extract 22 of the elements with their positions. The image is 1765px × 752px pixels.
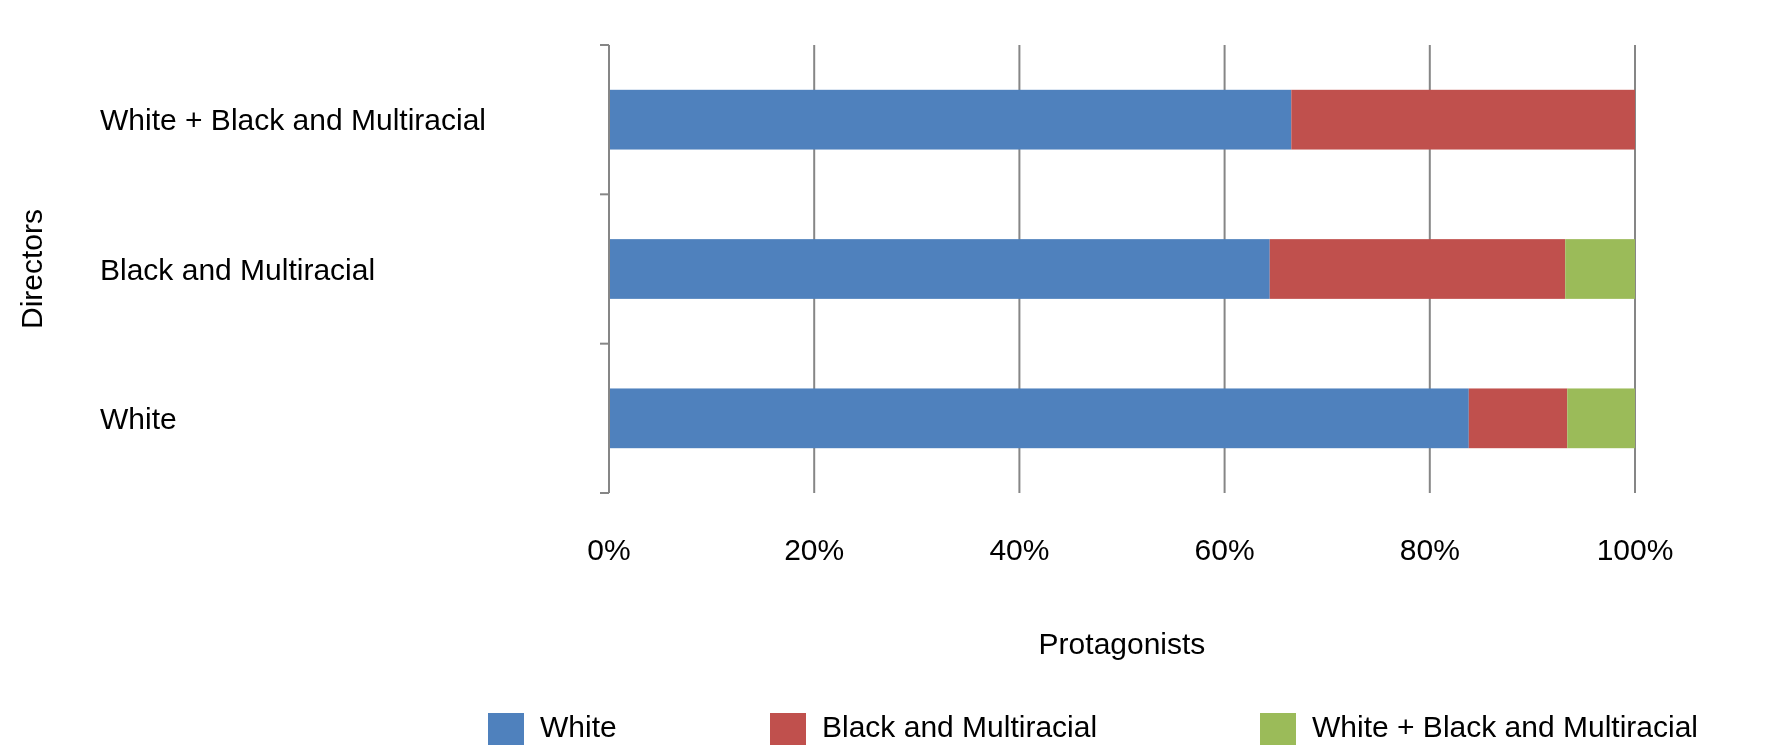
legend-label: White + Black and Multiracial [1312, 710, 1698, 743]
legend-label: White [540, 710, 617, 743]
y-tick-label: Black and Multiracial [100, 252, 376, 286]
x-tick-label: 0% [587, 533, 631, 566]
bar [1269, 239, 1566, 299]
bar [609, 89, 1292, 150]
x-tick-label: 40% [989, 533, 1050, 566]
x-tick-label: 60% [1194, 533, 1255, 566]
x-tick-label: 80% [1399, 533, 1460, 566]
x-tick-label: 100% [1596, 533, 1674, 566]
x-tick-label: 20% [784, 533, 845, 566]
bar [1565, 239, 1635, 299]
legend-label: Black and Multiracial [822, 710, 1098, 743]
bar [609, 239, 1270, 299]
bar [609, 388, 1469, 449]
bar [1567, 388, 1635, 449]
y-tick-label: White + Black and Multiracial [100, 103, 486, 137]
bar [1291, 89, 1635, 150]
y-axis-title: Directors [14, 208, 48, 330]
y-tick-label: White [100, 401, 177, 435]
bar [1468, 388, 1568, 449]
x-axis-title: Protagonists [1038, 627, 1206, 660]
